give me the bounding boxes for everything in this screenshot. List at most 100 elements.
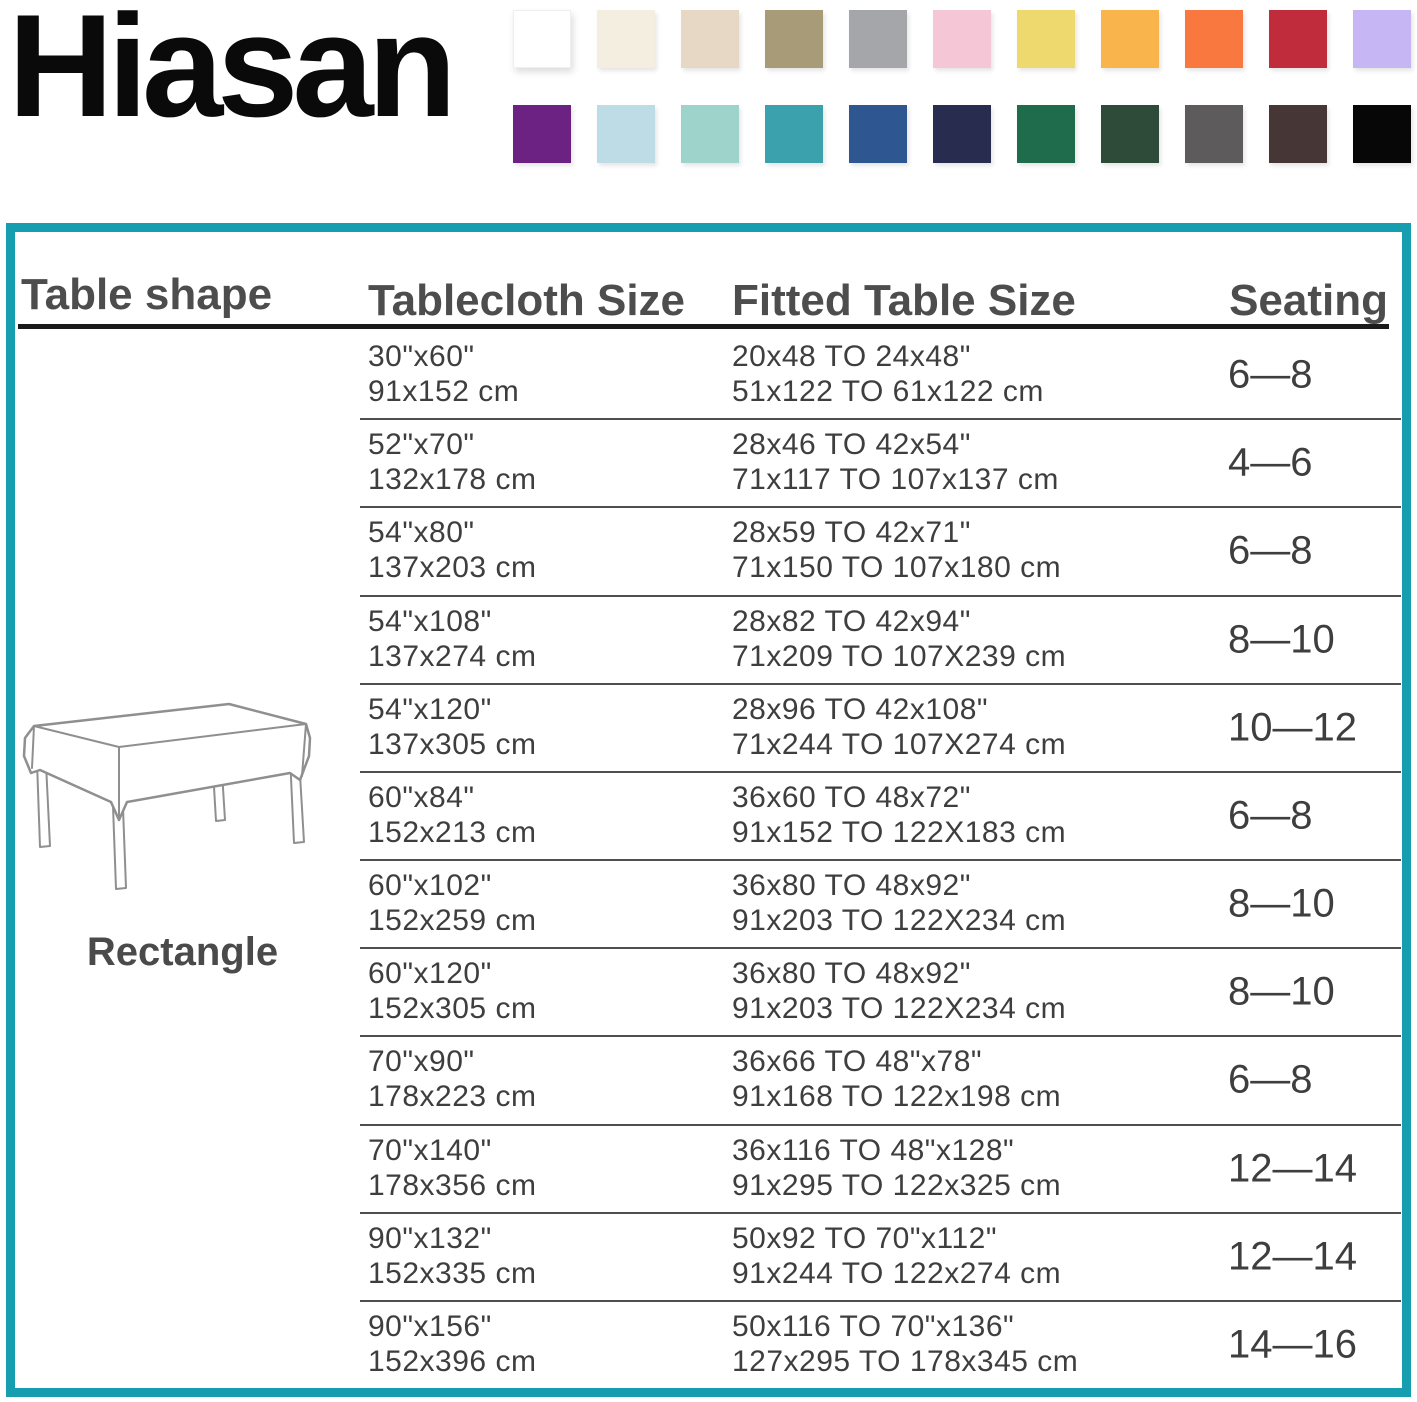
header-table-shape: Table shape (21, 270, 273, 319)
fitted-size-cm: 71x244 TO 107X274 cm (732, 727, 1067, 761)
tablecloth-size-cell: 70"x90" 178x223 cm (368, 1044, 536, 1114)
tablecloth-size-inches: 54"x80" (368, 516, 475, 550)
palette-row-1 (513, 10, 1413, 68)
header-tablecloth-size: Tablecloth Size (368, 276, 686, 325)
size-row: 54"x108" 137x274 cm 28x82 TO 42x94" 71x2… (360, 597, 1401, 685)
color-swatch (681, 105, 739, 163)
seating-value: 8—10 (1228, 969, 1335, 1014)
tablecloth-size-cm: 137x305 cm (368, 727, 537, 761)
fitted-size-cell: 36x80 TO 48x92" 91x203 TO 122X234 cm (732, 956, 1066, 1026)
tablecloth-size-inches: 60"x84" (368, 780, 475, 814)
color-swatch (849, 105, 907, 163)
fitted-size-cell: 28x96 TO 42x108" 71x244 TO 107X274 cm (732, 692, 1066, 762)
fitted-size-cm: 91x244 TO 122x274 cm (732, 1256, 1062, 1290)
header-divider (18, 324, 1389, 329)
tablecloth-size-inches: 30"x60" (368, 340, 475, 373)
tablecloth-size-inches: 54"x120" (368, 692, 492, 726)
tablecloth-size-cell: 60"x120" 152x305 cm (368, 956, 536, 1026)
size-row: 60"x102" 152x259 cm 36x80 TO 48x92" 91x2… (360, 861, 1401, 950)
tablecloth-size-cell: 90"x156" 152x396 cm (368, 1309, 536, 1379)
fitted-size-inches: 28x96 TO 42x108" (732, 692, 989, 726)
seating-value: 14—16 (1228, 1322, 1357, 1367)
color-swatch (765, 10, 823, 68)
seating-value: 6—8 (1228, 793, 1313, 838)
color-swatch (1353, 10, 1411, 68)
fitted-size-cm: 91x168 TO 122x198 cm (732, 1080, 1062, 1114)
fitted-size-cell: 50x92 TO 70"x112" 91x244 TO 122x274 cm (732, 1221, 1061, 1291)
tablecloth-size-inches: 54"x108" (368, 604, 492, 638)
tablecloth-size-cell: 60"x84" 152x213 cm (368, 780, 536, 850)
color-swatch (681, 10, 739, 68)
fitted-size-inches: 50x92 TO 70"x112" (732, 1221, 997, 1255)
fitted-size-cell: 36x116 TO 48"x128" 91x295 TO 122x325 cm (732, 1133, 1061, 1203)
size-row: 90"x132" 152x335 cm 50x92 TO 70"x112" 91… (360, 1214, 1401, 1302)
tablecloth-size-cm: 132x178 cm (368, 463, 537, 497)
fitted-size-cm: 91x203 TO 122X234 cm (732, 992, 1067, 1026)
tablecloth-size-cell: 90"x132" 152x335 cm (368, 1221, 536, 1291)
fitted-size-inches: 50x116 TO 70"x136" (732, 1309, 1015, 1343)
seating-value: 12—14 (1228, 1146, 1357, 1191)
fitted-size-cell: 36x80 TO 48x92" 91x203 TO 122X234 cm (732, 868, 1066, 938)
fitted-size-inches: 36x60 TO 48x72" (732, 780, 971, 814)
color-swatch (597, 10, 655, 68)
color-swatch (1017, 105, 1075, 163)
color-swatch (765, 105, 823, 163)
tablecloth-size-cm: 152x213 cm (368, 815, 537, 849)
tablecloth-size-cm: 178x223 cm (368, 1080, 537, 1114)
seating-value: 10—12 (1228, 705, 1357, 750)
tablecloth-size-cell: 54"x80" 137x203 cm (368, 515, 536, 585)
seating-value: 12—14 (1228, 1234, 1357, 1279)
tablecloth-size-cell: 52"x70" 132x178 cm (368, 427, 536, 497)
shape-label: Rectangle (86, 930, 279, 974)
tablecloth-size-cell: 60"x102" 152x259 cm (368, 868, 536, 938)
seating-value: 4—6 (1228, 440, 1313, 485)
color-swatch (1269, 10, 1327, 68)
fitted-size-cell: 50x116 TO 70"x136" 127x295 TO 178x345 cm (732, 1309, 1078, 1379)
fitted-size-inches: 28x59 TO 42x71" (732, 516, 971, 550)
tablecloth-size-cm: 152x259 cm (368, 904, 537, 938)
seating-value: 8—10 (1228, 881, 1335, 926)
tablecloth-size-cm: 137x274 cm (368, 639, 537, 673)
color-swatch (1353, 105, 1411, 163)
color-swatch (1269, 105, 1327, 163)
fitted-size-inches: 36x116 TO 48"x128" (732, 1133, 1015, 1167)
size-chart: Table shape Tablecloth Size Fitted Table… (6, 223, 1411, 1397)
color-swatch (1185, 105, 1243, 163)
tablecloth-size-cell: 54"x120" 137x305 cm (368, 692, 536, 762)
fitted-size-cell: 28x46 TO 42x54" 71x117 TO 107x137 cm (732, 427, 1059, 497)
fitted-size-cell: 36x66 TO 48"x78" 91x168 TO 122x198 cm (732, 1044, 1061, 1114)
color-swatch (933, 105, 991, 163)
color-swatch (1017, 10, 1075, 68)
seating-value: 8—10 (1228, 617, 1335, 662)
fitted-size-inches: 36x66 TO 48"x78" (732, 1045, 983, 1079)
fitted-size-inches: 36x80 TO 48x92" (732, 869, 971, 903)
fitted-size-inches: 20x48 TO 24x48" (732, 340, 971, 373)
color-swatch (1185, 10, 1243, 68)
tablecloth-size-inches: 52"x70" (368, 428, 475, 462)
seating-value: 6—8 (1228, 528, 1313, 573)
fitted-size-cell: 28x59 TO 42x71" 71x150 TO 107x180 cm (732, 515, 1061, 585)
brand-logo: Hiasan (8, 0, 457, 147)
color-swatch (1101, 10, 1159, 68)
tablecloth-size-inches: 90"x156" (368, 1309, 492, 1343)
header-seating: Seating (1229, 276, 1388, 325)
size-row: 54"x80" 137x203 cm 28x59 TO 42x71" 71x15… (360, 508, 1401, 597)
color-palette (513, 10, 1413, 163)
color-swatch (1101, 105, 1159, 163)
fitted-size-cm: 51x122 TO 61x122 cm (732, 375, 1044, 408)
size-row: 60"x120" 152x305 cm 36x80 TO 48x92" 91x2… (360, 949, 1401, 1038)
fitted-size-cm: 71x209 TO 107X239 cm (732, 639, 1067, 673)
fitted-size-inches: 28x82 TO 42x94" (732, 604, 971, 638)
size-row: 52"x70" 132x178 cm 28x46 TO 42x54" 71x11… (360, 420, 1401, 509)
fitted-size-cell: 36x60 TO 48x72" 91x152 TO 122X183 cm (732, 780, 1066, 850)
color-swatch (597, 105, 655, 163)
size-row: 60"x84" 152x213 cm 36x60 TO 48x72" 91x15… (360, 773, 1401, 862)
tablecloth-size-inches: 60"x102" (368, 869, 492, 903)
fitted-size-cm: 91x152 TO 122X183 cm (732, 815, 1067, 849)
size-row: 70"x90" 178x223 cm 36x66 TO 48"x78" 91x1… (360, 1037, 1401, 1126)
tablecloth-size-cell: 54"x108" 137x274 cm (368, 604, 536, 674)
size-rows: 30"x60" 91x152 cm 20x48 TO 24x48" 51x122… (360, 332, 1401, 1388)
tablecloth-size-cm: 178x356 cm (368, 1168, 537, 1202)
tablecloth-size-cell: 30"x60" 91x152 cm (368, 339, 519, 409)
tablecloth-size-cm: 91x152 cm (368, 375, 520, 408)
